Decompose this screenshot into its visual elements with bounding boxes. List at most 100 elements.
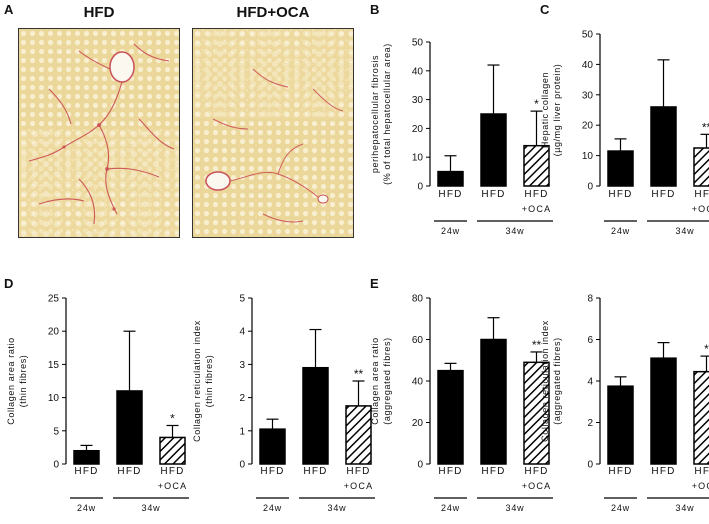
micrograph-title-hfd-oca: HFD+OCA <box>236 4 310 21</box>
bar <box>159 436 186 465</box>
y-tick-label: 50 <box>412 38 424 49</box>
category-label: HFD <box>117 466 141 477</box>
y-tick-label: 2 <box>587 418 593 429</box>
chart-e2: 0 2 4 6 8 Collagen reticulation index (aggrega… <box>540 294 709 513</box>
category-label: +OCA <box>692 204 709 214</box>
y-tick-label: 40 <box>412 377 424 388</box>
group-label: 34w <box>676 503 695 513</box>
group-label: 34w <box>506 503 525 513</box>
category-label: HFD <box>694 189 709 200</box>
significance-marker: * <box>534 97 539 111</box>
y-axis-label: Collagen reticulation index <box>192 320 202 442</box>
category-label: HFD <box>608 466 632 477</box>
y-axis-label: (aggregated fibres) <box>552 337 562 424</box>
y-tick-label: 10 <box>412 153 424 164</box>
bar <box>73 449 100 465</box>
chart-c: 0 10 20 30 40 50 Hepatic collagen (µg/mg liver … <box>540 30 709 236</box>
y-tick-label: 5 <box>239 294 245 305</box>
y-axis-label: (µg/mg liver protein) <box>552 64 562 157</box>
category-label: HFD <box>608 189 632 200</box>
category-label: +OCA <box>522 204 552 214</box>
y-axis-label: Collagen reticulation index <box>540 320 550 442</box>
y-axis-label: Collagen area ratio <box>370 337 380 424</box>
significance-marker: * <box>170 411 175 425</box>
y-tick-label: 20 <box>582 121 594 132</box>
chart-d1: 0 5 10 15 20 25 Collagen area ratio (thin fibre… <box>6 294 189 513</box>
category-label: HFD <box>260 466 284 477</box>
y-tick-label: 8 <box>587 294 593 305</box>
chart-e1: 0 20 40 60 80 Collagen area ratio (aggregated … <box>370 294 553 513</box>
y-tick-label: 50 <box>582 30 594 41</box>
category-label: HFD <box>481 189 505 200</box>
y-tick-label: 0 <box>53 460 59 471</box>
bar <box>693 370 709 465</box>
panel-letter-e: E <box>370 276 379 291</box>
y-axis-label: (thin fibres) <box>18 355 28 408</box>
bar <box>437 369 464 465</box>
group-label: 24w <box>611 226 630 236</box>
y-tick-label: 80 <box>412 294 424 305</box>
category-label: HFD <box>694 466 709 477</box>
category-label: HFD <box>346 466 370 477</box>
micrograph-hfd-oca <box>192 28 354 238</box>
significance-marker: * <box>704 342 709 356</box>
chart-b: 0 10 20 30 40 50 perihepatocellular fibrosis (%… <box>370 38 553 236</box>
y-tick-label: 60 <box>412 335 424 346</box>
category-label: HFD <box>303 466 327 477</box>
category-label: HFD <box>74 466 98 477</box>
chart-d2: 0 1 2 3 4 5 Collagen reticulation index (thin f… <box>192 294 375 513</box>
bar <box>693 147 709 187</box>
y-axis-label: (thin fibres) <box>204 355 214 408</box>
category-label: +OCA <box>522 481 552 491</box>
panel-letter-d: D <box>4 276 14 291</box>
y-tick-label: 25 <box>48 294 60 305</box>
category-label: HFD <box>481 466 505 477</box>
y-axis-label: Collagen area ratio <box>6 337 16 424</box>
group-label: 34w <box>328 503 347 513</box>
bar <box>607 385 634 465</box>
bar <box>302 366 329 465</box>
group-label: 24w <box>77 503 96 513</box>
category-label: HFD <box>438 466 462 477</box>
y-tick-label: 30 <box>412 95 424 106</box>
y-tick-label: 40 <box>582 60 594 71</box>
panel-letter-a: A <box>4 2 14 17</box>
y-tick-label: 15 <box>48 360 60 371</box>
y-axis-label: perihepatocellular fibrosis <box>370 55 380 173</box>
bar <box>259 428 286 465</box>
micrograph-hfd <box>18 28 180 238</box>
group-label: 34w <box>676 226 695 236</box>
y-tick-label: 10 <box>48 393 60 404</box>
y-axis-label: (aggregated fibres) <box>382 337 392 424</box>
y-tick-label: 0 <box>239 460 245 471</box>
y-tick-label: 1 <box>239 426 245 437</box>
y-tick-label: 4 <box>587 377 593 388</box>
y-tick-label: 0 <box>587 182 593 193</box>
significance-marker: ** <box>702 120 709 134</box>
group-label: 24w <box>263 503 282 513</box>
y-tick-label: 30 <box>582 90 594 101</box>
y-tick-label: 0 <box>417 460 423 471</box>
bar <box>480 338 507 465</box>
bar <box>116 390 143 465</box>
group-label: 34w <box>142 503 161 513</box>
category-label: HFD <box>524 466 548 477</box>
y-axis-label: (% of total hepatocellular area) <box>382 43 392 185</box>
micrograph-title-hfd: HFD <box>83 4 115 21</box>
y-tick-label: 20 <box>412 418 424 429</box>
bar <box>607 150 634 187</box>
group-label: 24w <box>441 503 460 513</box>
category-label: HFD <box>651 189 675 200</box>
y-tick-label: 3 <box>239 360 245 371</box>
y-tick-label: 20 <box>48 327 60 338</box>
bar <box>437 170 464 187</box>
y-tick-label: 40 <box>412 66 424 77</box>
significance-marker: ** <box>532 338 542 352</box>
category-label: HFD <box>524 189 548 200</box>
y-tick-label: 5 <box>53 426 59 437</box>
y-tick-label: 6 <box>587 335 593 346</box>
y-tick-label: 10 <box>582 151 594 162</box>
category-label: +OCA <box>692 481 709 491</box>
panel-letter-b: B <box>370 2 380 17</box>
y-tick-label: 20 <box>412 124 424 135</box>
